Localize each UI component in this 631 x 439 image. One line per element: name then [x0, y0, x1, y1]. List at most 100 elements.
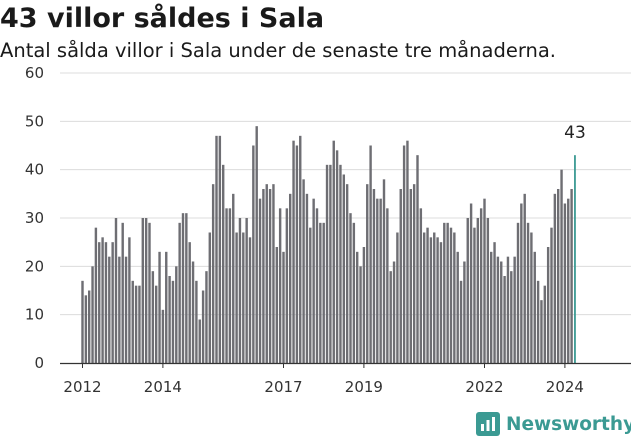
y-tick-label: 0: [34, 354, 44, 372]
y-tick-label: 20: [25, 257, 44, 275]
bar: [392, 261, 396, 363]
bar: [446, 222, 449, 363]
bar: [486, 218, 490, 363]
bar: [138, 285, 141, 363]
bar: [355, 251, 359, 363]
newsworthy-logo: Newsworthy: [476, 410, 631, 438]
brand-name: Newsworthy: [506, 413, 631, 435]
bar: [275, 247, 279, 363]
x-axis-ticks: 2012 2014 2017 2019 2022 2024: [63, 363, 584, 396]
bar: [543, 285, 547, 363]
bar: [232, 193, 235, 363]
bar: [396, 232, 399, 363]
bar: [94, 227, 98, 363]
bar: [225, 208, 228, 363]
bar: [268, 189, 272, 363]
bar: [171, 280, 175, 363]
bar: [386, 208, 389, 363]
bar: [238, 218, 242, 363]
x-tick-label: 2012: [63, 378, 101, 396]
bar: [345, 184, 349, 363]
bar: [205, 271, 208, 363]
bar: [329, 164, 332, 363]
bar: [101, 237, 104, 363]
bar: [322, 222, 325, 363]
bar: [496, 256, 500, 363]
bar: [560, 169, 563, 363]
bar: [208, 232, 212, 363]
bar: [81, 280, 84, 363]
bar: [265, 184, 268, 363]
bar: [285, 208, 289, 363]
bar: [489, 251, 493, 363]
page-title: 43 villor såldes i Sala: [0, 3, 325, 34]
bar: [302, 179, 305, 363]
bar: [245, 218, 248, 363]
bar: [422, 232, 426, 363]
bar: [342, 174, 346, 363]
bar: [134, 285, 138, 363]
y-tick-label: 40: [25, 161, 44, 179]
bar: [201, 290, 205, 363]
bar: [389, 271, 392, 363]
bar: [185, 213, 188, 363]
bar: [536, 280, 540, 363]
bar: [124, 256, 128, 363]
bar: [366, 184, 369, 363]
bar: [309, 227, 312, 363]
bar: [369, 145, 372, 363]
bar: [288, 193, 292, 363]
bar: [510, 271, 513, 363]
bar: [319, 222, 322, 363]
bar: [473, 227, 476, 363]
bar: [443, 222, 446, 363]
bar-latest: [574, 155, 576, 363]
bar: [292, 140, 295, 363]
bar: [493, 242, 496, 363]
bar: [426, 227, 429, 363]
bar: [114, 218, 118, 363]
bar: [252, 145, 255, 363]
bar: [429, 237, 433, 363]
bar: [255, 126, 258, 364]
bar: [104, 242, 108, 363]
bar: [506, 256, 510, 363]
latest-value-label: 43: [564, 123, 586, 143]
bar: [215, 135, 218, 363]
bar: [325, 164, 329, 363]
bar: [546, 247, 550, 363]
bar: [352, 222, 356, 363]
bar: [141, 218, 145, 363]
bar: [111, 242, 114, 363]
bar: [500, 261, 503, 363]
bar: [235, 232, 238, 363]
bar: [332, 140, 335, 363]
bar: [211, 184, 215, 363]
bar: [218, 135, 222, 363]
bar: [379, 198, 382, 363]
bar: [248, 237, 252, 363]
bar: [436, 237, 439, 363]
bar: [144, 218, 148, 363]
bar: [198, 319, 201, 363]
bar: [339, 164, 342, 363]
bar: [128, 237, 131, 363]
bar: [540, 300, 543, 363]
bar: [98, 242, 101, 363]
bar: [556, 189, 560, 363]
bar: [449, 227, 453, 363]
x-tick-label: 2022: [465, 378, 503, 396]
bar: [131, 280, 134, 363]
bar: [563, 203, 567, 363]
bar: [165, 251, 168, 363]
bar: [191, 261, 195, 363]
bars: [81, 126, 576, 364]
bar: [382, 179, 386, 363]
bar: [402, 145, 406, 363]
bar: [295, 145, 299, 363]
bar: [513, 256, 516, 363]
bar: [362, 247, 366, 363]
x-tick-label: 2024: [546, 378, 584, 396]
bar: [483, 198, 486, 363]
bar: [151, 271, 155, 363]
